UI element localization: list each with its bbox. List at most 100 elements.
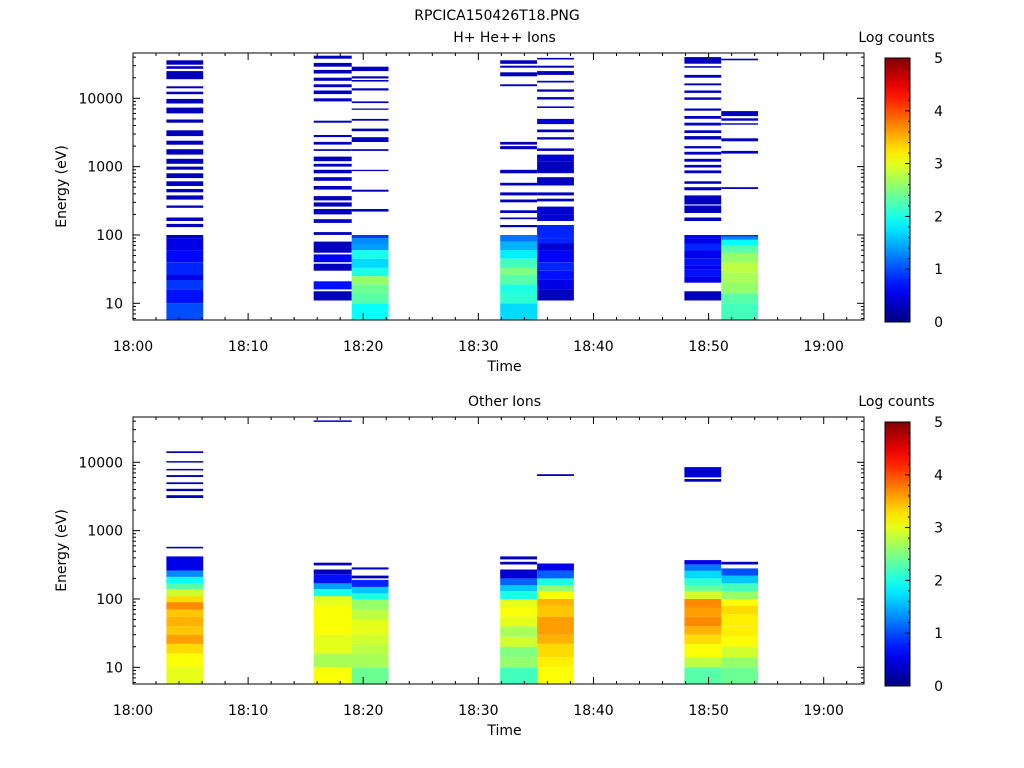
- data-cell: [313, 169, 352, 174]
- data-cell: [313, 219, 352, 223]
- data-cell: [721, 150, 759, 154]
- data-cell: [351, 609, 389, 620]
- data-cell: [166, 217, 204, 221]
- data-cell: [166, 195, 204, 200]
- colorbar-tick-label: 2: [934, 209, 943, 225]
- data-cell: [684, 250, 722, 259]
- y-axis-label: Energy (eV): [54, 509, 70, 592]
- data-cell: [351, 593, 389, 599]
- data-cell: [500, 591, 537, 599]
- data-cell: [166, 66, 204, 69]
- data-cell: [313, 605, 352, 620]
- data-cell: [684, 97, 722, 100]
- data-cell: [721, 303, 759, 320]
- data-cell: [684, 122, 722, 126]
- data-cell: [684, 634, 722, 644]
- data-cell: [166, 451, 204, 453]
- data-cell: [684, 467, 722, 478]
- data-cell: [537, 474, 574, 476]
- data-cell: [166, 667, 204, 684]
- data-cell: [684, 626, 722, 635]
- x-tick-label: 18:30: [458, 703, 498, 719]
- data-cell: [351, 137, 389, 142]
- colorbar: [884, 57, 911, 323]
- data-cell: [721, 636, 759, 647]
- data-cell: [351, 258, 389, 268]
- data-cell: [166, 634, 204, 644]
- data-cell: [684, 235, 722, 239]
- data-cell: [500, 275, 537, 285]
- data-cell: [166, 653, 204, 668]
- data-cell: [537, 250, 574, 263]
- data-cell: [313, 263, 352, 271]
- data-cell: [500, 217, 537, 220]
- data-cell: [313, 569, 352, 575]
- data-cell: [721, 575, 759, 584]
- data-cell: [537, 643, 574, 658]
- data-cell: [166, 577, 204, 584]
- data-cell: [537, 667, 574, 684]
- panel-title: Other Ions: [468, 394, 541, 410]
- colorbar-tick-label: 2: [934, 573, 943, 589]
- data-cell: [313, 291, 352, 301]
- data-cell: [684, 291, 722, 301]
- x-tick-label: 18:20: [343, 703, 383, 719]
- data-cell: [166, 643, 204, 654]
- data-cell: [537, 563, 574, 571]
- data-cell: [166, 556, 204, 571]
- data-cell: [721, 646, 759, 658]
- data-cell: [351, 169, 389, 172]
- data-cell: [721, 282, 759, 294]
- colorbar-tick-label: 0: [934, 315, 943, 331]
- data-cell: [721, 568, 759, 576]
- data-cell: [721, 245, 759, 253]
- data-cell: [684, 151, 722, 155]
- data-cell: [721, 605, 759, 615]
- data-cell: [166, 149, 204, 155]
- data-cell: [500, 210, 537, 213]
- data-cell: [500, 646, 537, 658]
- data-cell: [166, 235, 204, 239]
- data-cell: [537, 570, 574, 579]
- data-cell: [351, 586, 389, 594]
- data-cell: [166, 461, 204, 463]
- data-cell: [721, 235, 759, 237]
- data-cell: [166, 86, 204, 89]
- data-cell: [313, 141, 352, 145]
- data-cell: [166, 250, 204, 263]
- data-cell: [537, 657, 574, 668]
- data-cell: [351, 209, 389, 212]
- spectrogram-panel-1: H+ He++ Ions 18:00 18:10 18:20 18:30 18:40 18:…: [54, 30, 943, 375]
- x-tick-label: 18:50: [688, 339, 728, 355]
- x-tick-label: 19:00: [804, 703, 844, 719]
- data-cell: [166, 238, 204, 251]
- data-cell: [351, 599, 389, 610]
- data-cell: [537, 65, 574, 68]
- data-cell: [537, 89, 574, 92]
- data-cell: [537, 106, 574, 108]
- colorbar-tick-label: 5: [934, 415, 943, 431]
- data-cell: [500, 636, 537, 647]
- data-cell: [351, 235, 389, 239]
- data-cell: [721, 239, 759, 246]
- data-cell: [313, 653, 352, 668]
- data-cell: [537, 118, 574, 125]
- data-cell: [166, 602, 204, 610]
- data-cell: [313, 281, 352, 290]
- x-axis-label: Time: [486, 723, 521, 739]
- data-cell: [166, 60, 204, 65]
- data-cell: [313, 209, 352, 215]
- data-cell: [684, 74, 722, 78]
- colorbar-tick-label: 4: [934, 104, 943, 120]
- data-cell: [721, 599, 759, 606]
- data-cell: [313, 77, 352, 81]
- data-cell: [313, 90, 352, 95]
- data-cell: [313, 62, 352, 67]
- data-cell: [313, 156, 352, 162]
- plot-frame: [132, 52, 865, 321]
- data-cell: [351, 567, 389, 570]
- data-cell: [684, 116, 722, 119]
- data-cell: [500, 578, 537, 585]
- data-cell: [537, 129, 574, 133]
